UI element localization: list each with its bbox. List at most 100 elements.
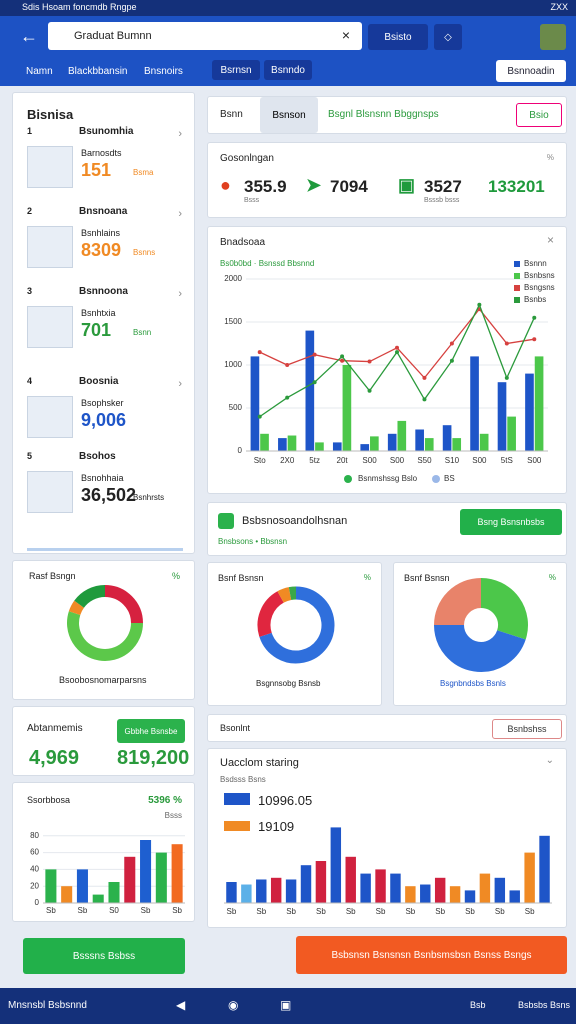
banner-button[interactable]: Bsng Bsnsnbsbs xyxy=(460,509,562,535)
nav-tab[interactable]: Bnsnoirs xyxy=(144,66,183,77)
close-icon[interactable]: × xyxy=(546,233,554,247)
x-tick-label: S00 xyxy=(390,456,405,465)
status-bar: Sdis Hsoam foncmdb Rngpe ZXX xyxy=(0,0,576,16)
chevron[interactable]: › xyxy=(178,208,182,220)
y-tick-label: 20 xyxy=(30,881,39,890)
icon-button[interactable]: ◇ xyxy=(434,24,462,50)
tab-card: Bsnn Bsnson Bsgnl Blsnsnn Bbggnsps Bsio xyxy=(207,96,567,134)
bar-chart: 0 20 40 60 80 Sb Sb S0 Sb Sb xyxy=(30,831,185,915)
legend-label: Bsnbsns xyxy=(524,271,555,280)
clear-icon[interactable]: × xyxy=(341,27,350,43)
kpi-row: Gosonlngan % 355.9 Bsss 7094 3527 Bsssb … xyxy=(207,142,567,218)
card-sub: Bsss xyxy=(164,811,182,820)
kpi-value: 3527 xyxy=(424,177,462,196)
item-heading: Bsunomhia xyxy=(79,126,134,137)
item-icon xyxy=(27,471,73,513)
tab[interactable]: Bsgnl Blsnsnn Bbggnsps xyxy=(328,109,439,120)
bar-card: Uacclom staring ⌄ Bsdsss Bsns 10996.05 1… xyxy=(207,748,567,928)
orange-button[interactable]: Bsbsnsn Bsnsnsn Bsnbsmsbsn Bsnss Bsngs xyxy=(296,936,567,974)
x-tick-label: Sb xyxy=(405,907,415,916)
item-value: 36,502 xyxy=(81,485,137,505)
bar xyxy=(171,844,183,903)
bar xyxy=(342,365,352,451)
y-tick-label: 2000 xyxy=(224,274,242,283)
chevron[interactable]: › xyxy=(178,128,182,140)
point xyxy=(312,352,317,357)
bar xyxy=(464,890,476,903)
nav-tab[interactable]: Blackbbansin xyxy=(68,66,128,77)
donut-segment xyxy=(257,591,285,637)
bar xyxy=(270,877,282,903)
y-tick-label: 40 xyxy=(30,865,39,874)
point xyxy=(532,337,537,342)
nav-tab[interactable]: Bsrnsn xyxy=(212,60,260,80)
bar xyxy=(45,869,57,903)
bar xyxy=(345,856,356,903)
nav-right[interactable]: Bsnnoadin xyxy=(496,60,566,82)
bar xyxy=(360,873,371,903)
point xyxy=(504,375,509,380)
bar xyxy=(287,435,297,451)
x-tick-label: Sb xyxy=(525,907,535,916)
legend-swatch xyxy=(224,793,250,805)
y-tick-label: 500 xyxy=(229,403,243,412)
card-title: Bsnf Bsnsn xyxy=(404,573,450,583)
banner-sub: Bnsbsons • Bbsnsn xyxy=(218,537,288,546)
item-heading: Bsohos xyxy=(79,451,116,462)
x-tick-label: Sb xyxy=(141,906,151,915)
bar xyxy=(300,865,312,903)
nav-tab[interactable]: Namn xyxy=(26,66,53,77)
bar xyxy=(534,356,544,451)
badge[interactable]: Gbbhe Bsnsbe xyxy=(117,719,185,743)
sidebar-title: Bisnisa xyxy=(27,107,74,122)
tab[interactable]: Bsnn xyxy=(220,109,243,120)
legend-swatch xyxy=(224,821,250,831)
badge: % xyxy=(548,573,556,582)
x-tick-label: Sb xyxy=(78,906,88,915)
chevron[interactable]: › xyxy=(178,288,182,300)
item-label: Bsnhtxia xyxy=(81,308,116,318)
x-tick-label: 5tz xyxy=(309,456,320,465)
bar xyxy=(405,886,416,903)
banner: Bsbsnosoandolhsnan Bnsbsons • Bbsnsn Bsn… xyxy=(207,502,567,556)
bar xyxy=(524,852,535,903)
x-tick-label: Sb xyxy=(46,906,56,915)
item-heading: Boosnia xyxy=(79,376,119,387)
x-tick-label: S0 xyxy=(109,906,119,915)
section-button[interactable]: Bsnbshss xyxy=(492,719,562,739)
back-button[interactable]: ← xyxy=(20,26,38,46)
kpi-sub: Bsss xyxy=(244,197,260,204)
avatar[interactable] xyxy=(540,24,566,50)
point xyxy=(395,350,399,355)
footer-legend: Bsnmshssg Bslo xyxy=(358,474,418,483)
search-box[interactable]: Graduat Bumnn × xyxy=(48,22,362,50)
legend-swatch xyxy=(514,273,520,279)
point xyxy=(312,380,317,385)
y-tick-label: 0 xyxy=(35,898,40,907)
nav-home[interactable]: ◉ xyxy=(228,998,239,1012)
bar xyxy=(415,429,424,451)
item-value: 9,006 xyxy=(81,410,127,430)
caption: Bsgnbndsbs Bsnls xyxy=(440,679,506,688)
nav-tab[interactable]: Bsnndo xyxy=(264,60,312,80)
tab[interactable]: Bsnson xyxy=(260,97,318,133)
x-tick-label: S10 xyxy=(445,456,460,465)
nav-back[interactable]: ◀ xyxy=(176,998,186,1012)
legend-label: Bsngsns xyxy=(524,283,555,292)
primary-button[interactable]: Bsssns Bsbss xyxy=(23,938,185,974)
donut-segment xyxy=(288,586,297,600)
nav-recent[interactable]: ▣ xyxy=(280,998,292,1012)
y-tick-label: 1500 xyxy=(224,317,242,326)
tab-button[interactable]: Bsio xyxy=(516,103,562,127)
bar xyxy=(256,879,267,903)
banner-icon xyxy=(218,513,234,529)
chevron[interactable]: ⌄ xyxy=(545,755,554,766)
bottom-right[interactable]: Bsb xyxy=(470,1000,486,1010)
header-button[interactable]: Bsisto xyxy=(368,24,428,50)
card-value: 5396 % xyxy=(148,795,182,806)
bar xyxy=(420,884,431,903)
bottom-right[interactable]: Bsbsbs Bsns xyxy=(518,1000,571,1010)
donut-segment xyxy=(277,587,292,603)
bar xyxy=(155,852,167,903)
chevron[interactable]: › xyxy=(178,378,182,390)
